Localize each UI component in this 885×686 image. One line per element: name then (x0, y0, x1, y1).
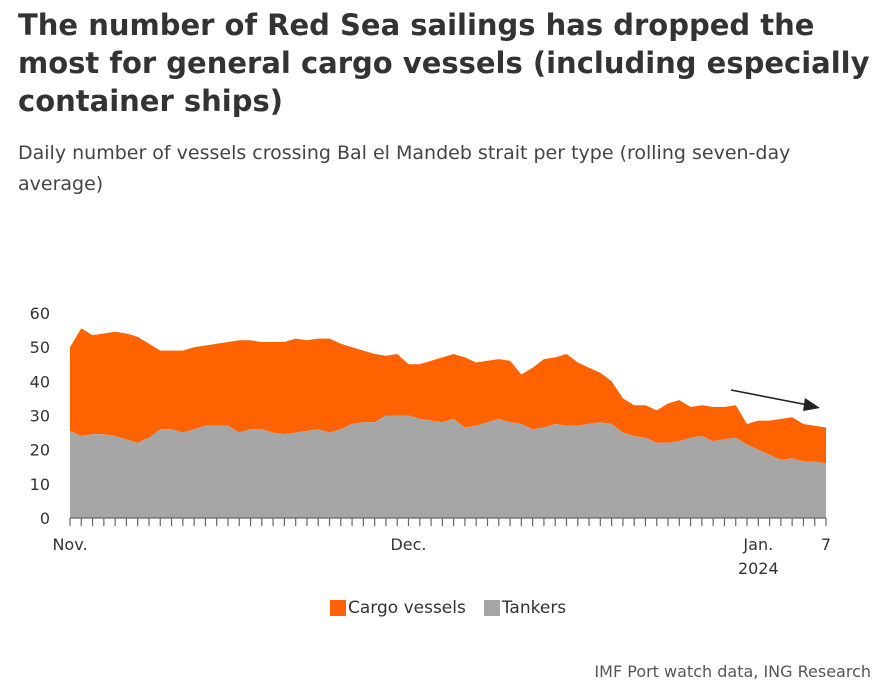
y-tick-label: 40 (30, 372, 50, 391)
x-axis: Nov. Dec. Jan. 7 2024 (52, 517, 831, 578)
plot-areas (70, 328, 826, 518)
source-note: IMF Port watch data, ING Research (594, 662, 871, 681)
x-year-label: 2024 (738, 559, 779, 578)
x-tick-label: 7 (821, 535, 831, 554)
legend-label-tankers: Tankers (501, 598, 567, 618)
legend-swatch-cargo (330, 600, 346, 616)
x-tick-label: Jan. (742, 535, 773, 554)
y-tick-label: 0 (40, 509, 50, 528)
series-area-tankers (70, 415, 826, 518)
trend-arrow-line (730, 389, 809, 406)
legend-item-cargo: Cargo vessels (330, 598, 466, 618)
chart-title: The number of Red Sea sailings has dropp… (18, 8, 870, 118)
x-tick-label: Nov. (52, 535, 87, 554)
y-tick-label: 30 (30, 407, 50, 426)
x-tick-label: Dec. (390, 535, 426, 554)
series-area-cargo-vessels (70, 328, 826, 464)
legend: Cargo vessels Tankers (330, 598, 584, 618)
trend-annotation (730, 389, 820, 411)
legend-item-tankers: Tankers (483, 598, 567, 618)
legend-swatch-tankers (483, 600, 500, 616)
y-tick-label: 20 (30, 441, 50, 460)
area-chart: 0 10 20 30 40 50 60 Nov. Dec. Jan. 7 2024 (30, 304, 831, 578)
y-axis: 0 10 20 30 40 50 60 (30, 304, 50, 528)
y-tick-label: 10 (30, 475, 50, 494)
y-tick-label: 60 (30, 304, 50, 323)
trend-arrow-head (803, 398, 820, 411)
y-tick-label: 50 (30, 338, 50, 357)
chart-subtitle: Daily number of vessels crossing Bal el … (18, 142, 791, 195)
legend-label-cargo: Cargo vessels (348, 598, 466, 618)
